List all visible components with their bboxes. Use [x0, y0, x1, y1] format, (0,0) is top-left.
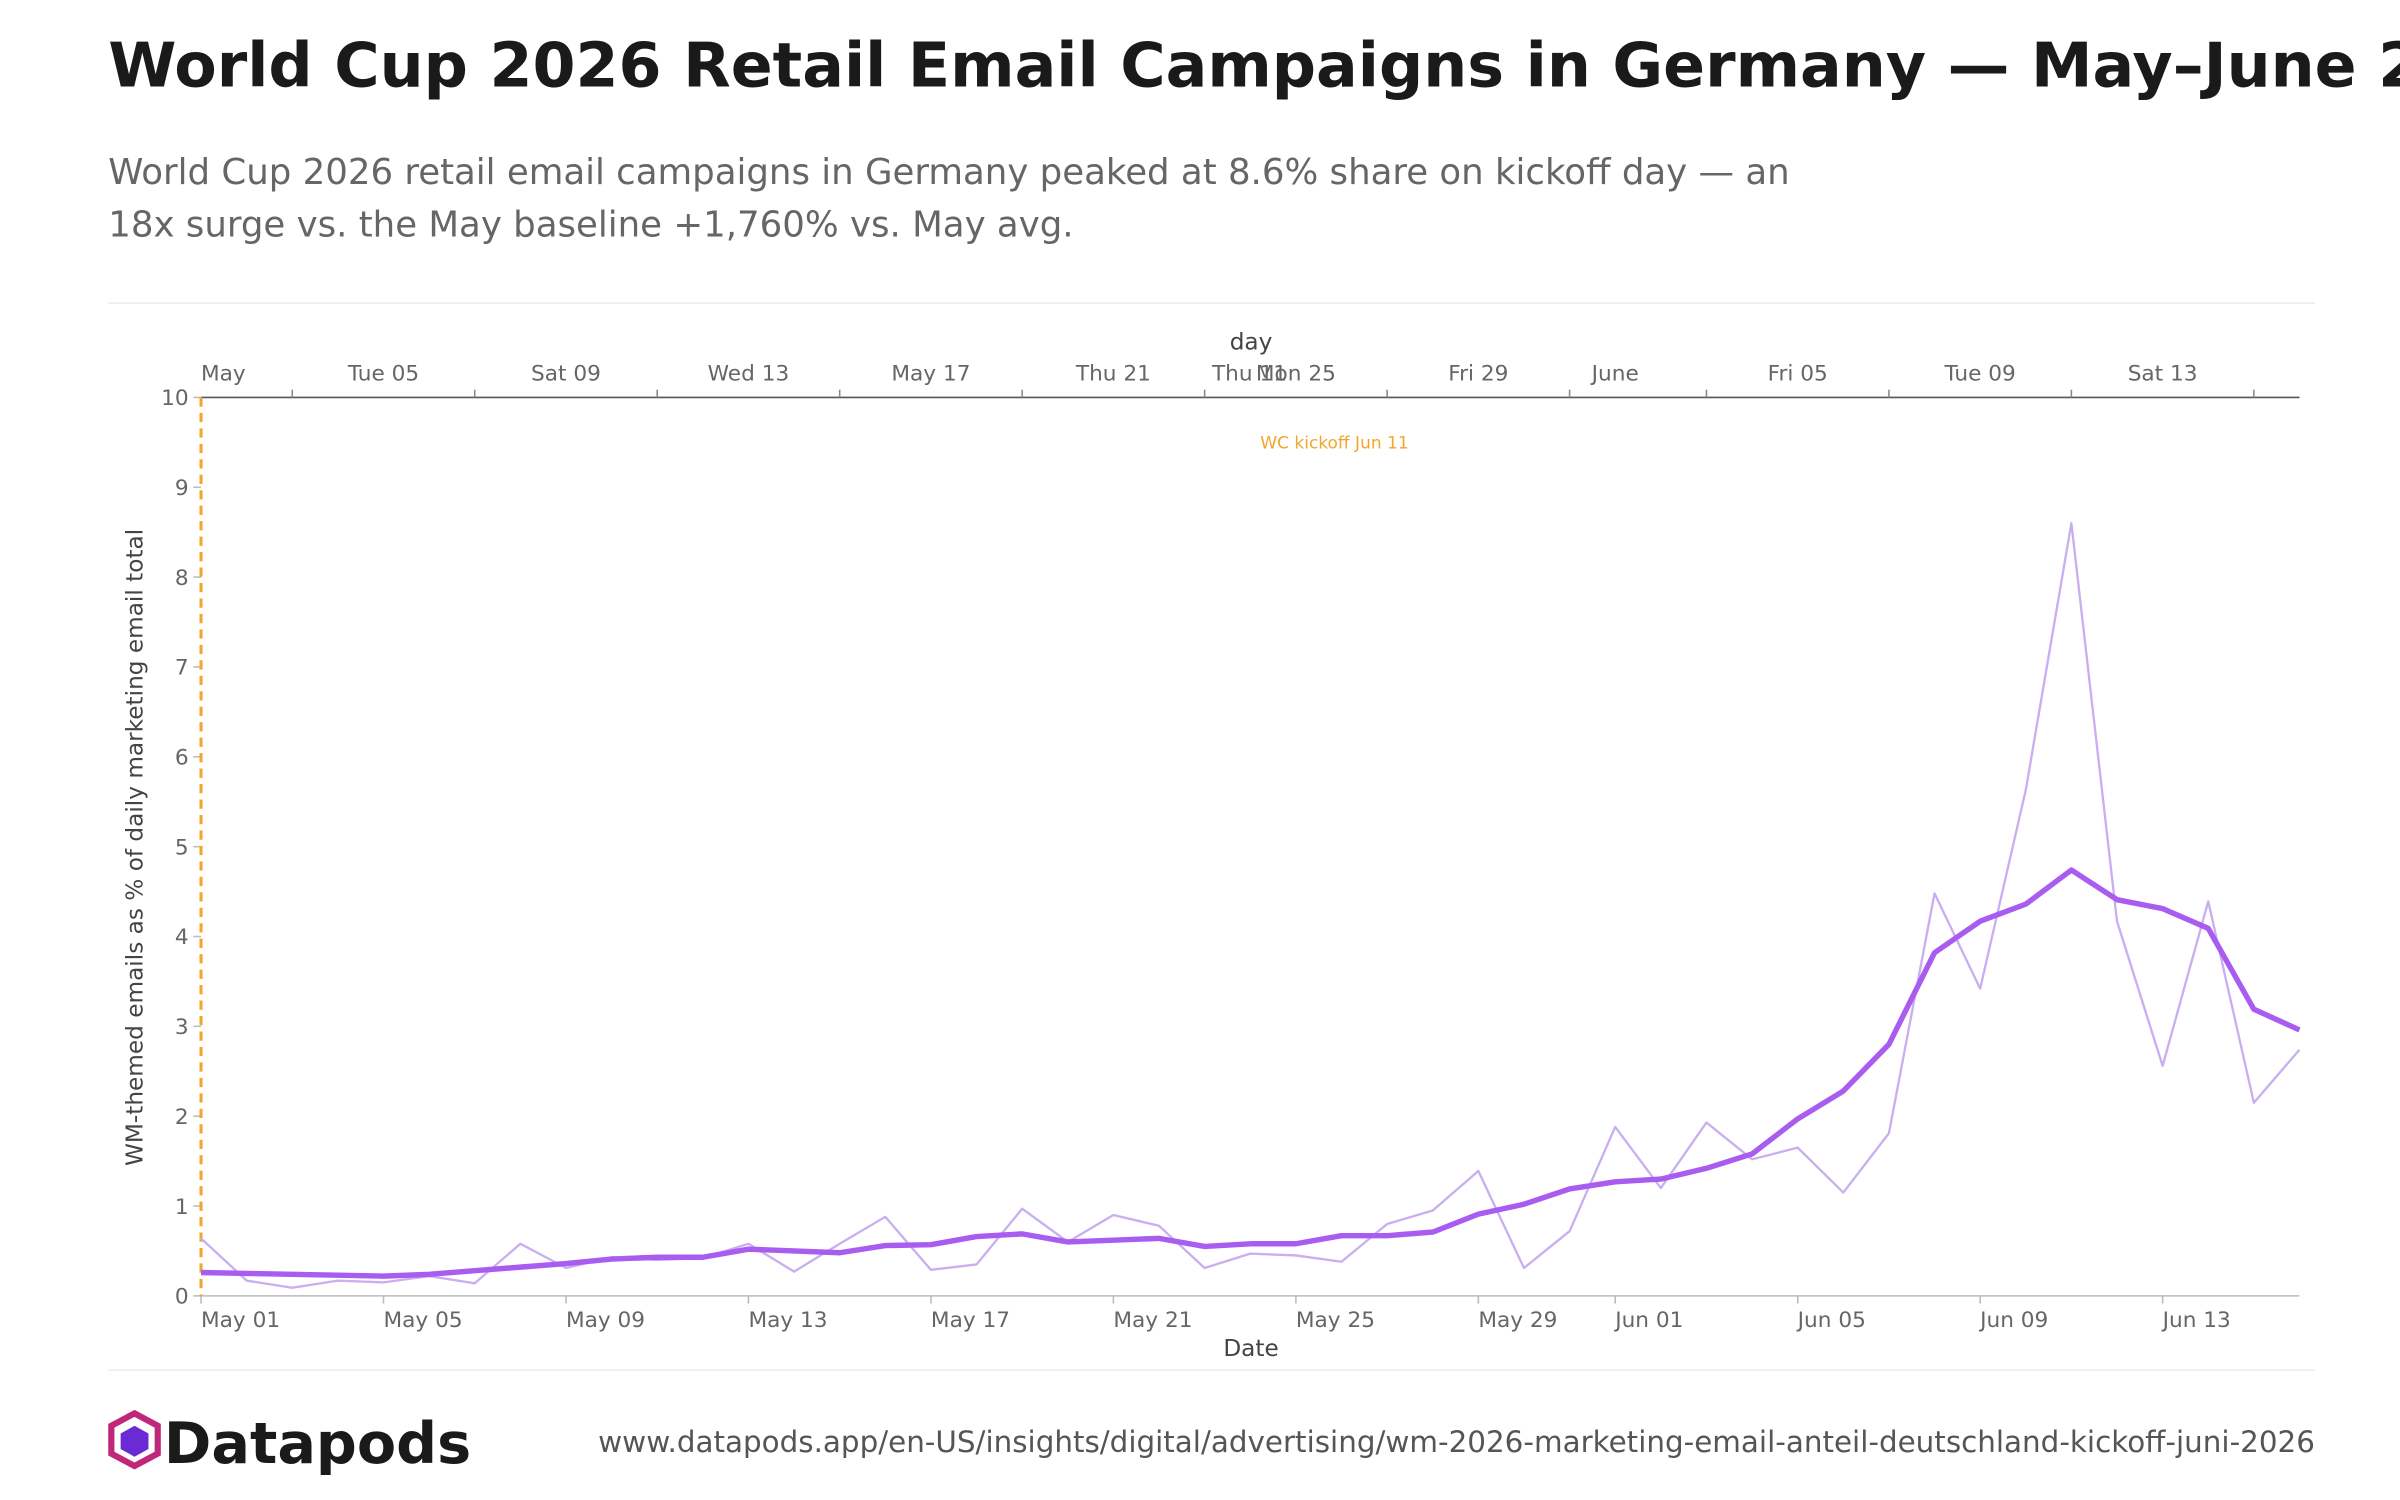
top-tick-label: Wed 13: [708, 361, 790, 386]
y-tick-label: 5: [175, 835, 189, 860]
x-tick-label: May 25: [1296, 1308, 1375, 1333]
data-line: [200, 867, 2301, 1279]
x-tick-label: May 01: [201, 1308, 280, 1333]
top-tick-label: May 17: [891, 361, 970, 386]
top-tick-label: June: [1590, 361, 1639, 386]
y-tick-label: 8: [175, 566, 189, 591]
y-tick-label: 1: [175, 1195, 189, 1220]
chart-title: World Cup 2026 Retail Email Campaigns in…: [108, 30, 2400, 102]
subtitle-line: 18x surge vs. the May baseline +1,760% v…: [108, 205, 1073, 246]
y-axis-title: WM-themed emails as % of daily marketing…: [121, 529, 148, 1166]
y-tick-label: 7: [175, 656, 189, 681]
y-tick-label: 3: [175, 1015, 189, 1040]
brand-name: Datapods: [164, 1411, 471, 1477]
y-tick-label: 4: [175, 925, 189, 950]
top-tick-label: Sat 09: [531, 361, 601, 386]
subtitle-line: World Cup 2026 retail email campaigns in…: [108, 152, 1789, 193]
x-tick-label: May 13: [748, 1308, 827, 1333]
source-url: www.datapods.app/en-US/insights/digital/…: [598, 1425, 2315, 1459]
annotation-label: WC kickoff Jun 11: [1260, 433, 1408, 453]
top-axis-title: day: [1230, 328, 1273, 355]
top-tick-label: Fri 29: [1448, 361, 1508, 386]
x-tick-label: May 17: [931, 1308, 1010, 1333]
y-tick-label: 6: [175, 746, 189, 771]
top-tick-label: Sat 13: [2128, 361, 2198, 386]
x-tick-label: May 05: [384, 1308, 463, 1333]
data-line: [200, 522, 2301, 1289]
x-tick-label: May 09: [566, 1308, 645, 1333]
top-tick-label: Thu 21: [1075, 361, 1151, 386]
x-axis-title: Date: [1223, 1335, 1278, 1362]
top-tick-label: Tue 09: [1943, 361, 2015, 386]
x-tick-label: Jun 01: [1613, 1308, 1683, 1333]
y-tick-label: 2: [175, 1105, 189, 1130]
annotation-axis-label: Thu 11: [1211, 361, 1287, 386]
top-tick-label: May: [201, 361, 246, 386]
x-tick-label: May 21: [1113, 1308, 1192, 1333]
top-tick-label: Tue 05: [347, 361, 419, 386]
logo-icon: [108, 1409, 161, 1470]
top-tick-label: Fri 05: [1768, 361, 1828, 386]
y-tick-label: 9: [175, 476, 189, 501]
top-tick-label: Mon 25: [1256, 361, 1336, 386]
y-tick-label: 10: [161, 386, 189, 411]
x-tick-label: Jun 09: [1978, 1308, 2048, 1333]
x-tick-label: May 29: [1478, 1308, 1557, 1333]
x-tick-label: Jun 13: [2161, 1308, 2231, 1333]
x-tick-label: Jun 05: [1796, 1308, 1866, 1333]
y-tick-label: 0: [175, 1285, 189, 1310]
